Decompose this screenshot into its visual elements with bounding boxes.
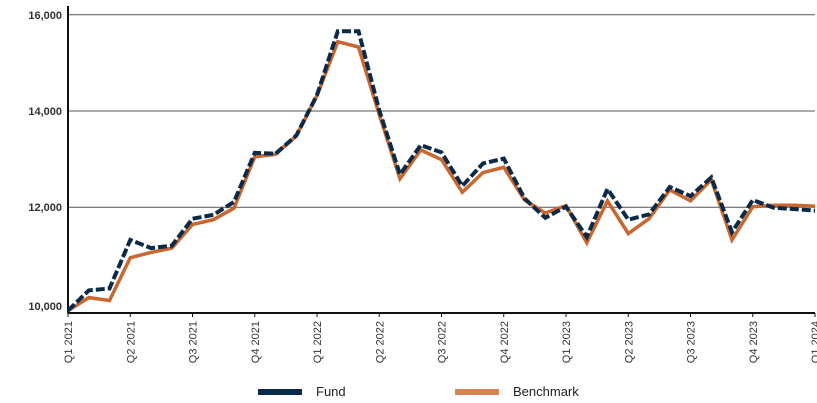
- legend: Fund Benchmark: [0, 384, 817, 402]
- x-tick-label: Q3 2021: [188, 321, 200, 363]
- y-tick-label: 14,000: [28, 106, 62, 118]
- series-line-fund: [66, 29, 816, 313]
- legend-item-benchmark: Benchmark: [455, 384, 579, 399]
- y-tick-label: 10,000: [28, 301, 62, 313]
- series-layer: [66, 29, 816, 313]
- legend-swatch-fund: [258, 388, 302, 395]
- y-tick-label: 12,000: [28, 202, 62, 214]
- x-tick-label: Q1 2024: [810, 321, 817, 363]
- x-tick-label: Q3 2022: [437, 321, 449, 363]
- y-tick-label: 16,000: [28, 10, 62, 22]
- series-line-benchmark: [67, 39, 816, 313]
- x-tick-label: Q1 2022: [312, 321, 324, 363]
- x-tick-label: Q2 2023: [623, 321, 635, 363]
- gridlines: [68, 14, 815, 208]
- legend-label-fund: Fund: [316, 384, 346, 399]
- x-tick-label: Q4 2022: [499, 321, 511, 363]
- x-tick-label: Q1 2023: [561, 321, 573, 363]
- legend-label-benchmark: Benchmark: [513, 384, 579, 399]
- x-axis-ticks: Q1 2021 Q2 2021 Q3 2021 Q4 2021 Q1 2022 Q2 20…: [63, 313, 817, 363]
- legend-swatch-benchmark: [455, 388, 499, 395]
- x-tick-label: Q4 2023: [748, 321, 760, 363]
- x-tick-label: Q1 2021: [63, 321, 75, 363]
- x-tick-label: Q2 2022: [374, 321, 386, 363]
- x-tick-label: Q4 2021: [250, 321, 262, 363]
- y-axis-ticks: 10,000 12,000 14,000 16,000: [28, 10, 62, 313]
- legend-item-fund: Fund: [258, 384, 346, 399]
- x-tick-label: Q3 2023: [686, 321, 698, 363]
- x-tick-label: Q2 2021: [125, 321, 137, 363]
